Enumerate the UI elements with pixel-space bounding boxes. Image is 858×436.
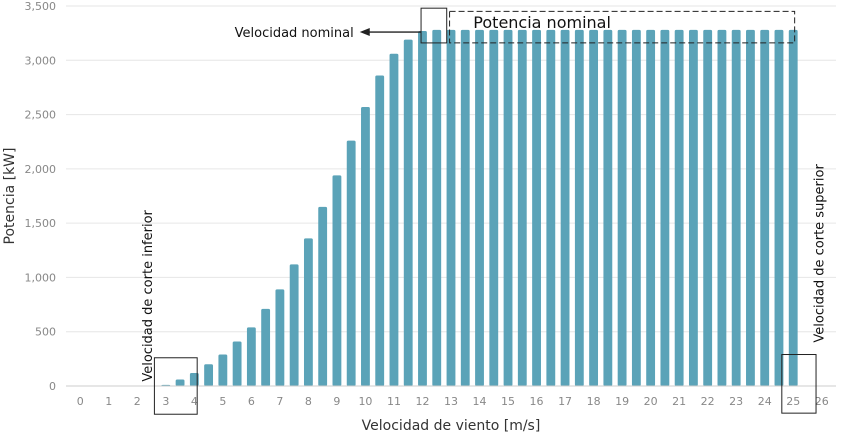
bar — [418, 30, 427, 386]
bar — [603, 29, 613, 387]
y-tick-label: 1,500 — [25, 217, 57, 230]
y-axis-title: Potencia [kW] — [2, 148, 18, 245]
x-tick-label: 10 — [358, 395, 372, 408]
bar — [646, 29, 656, 387]
rated-speed-box — [420, 7, 448, 44]
bar — [218, 354, 228, 386]
bar — [361, 106, 370, 386]
x-tick-label: 2 — [134, 395, 141, 408]
y-tick-label: 500 — [35, 326, 56, 339]
bar — [289, 264, 299, 386]
bar — [788, 29, 798, 387]
rated-power-box — [449, 10, 796, 44]
x-tick-label: 16 — [530, 395, 544, 408]
x-axis-title: Velocidad de viento [m/s] — [362, 418, 541, 434]
x-tick-label: 1 — [105, 395, 112, 408]
x-tick-label: 26 — [815, 395, 829, 408]
bar — [688, 29, 698, 387]
x-tick-label: 15 — [501, 395, 515, 408]
bar — [631, 29, 641, 387]
x-tick-label: 18 — [587, 395, 601, 408]
x-tick-labels: 0 1 2 3 4 5 6 7 8 9 10 11 12 13 14 15 16 17 18 19 20 21 22 23 24… — [77, 395, 829, 408]
annotations: Velocidad nominal Potencia nominal Veloc… — [141, 7, 827, 415]
bar — [475, 29, 484, 387]
cut-out-box — [781, 354, 817, 414]
bar — [703, 29, 713, 387]
y-tick-label: 0 — [49, 380, 56, 393]
bar — [546, 29, 556, 387]
bar — [532, 29, 541, 387]
bar — [503, 29, 513, 387]
x-tick-label: 11 — [387, 395, 401, 408]
x-tick-label: 12 — [415, 395, 429, 408]
bar — [560, 29, 570, 387]
bar — [318, 206, 328, 386]
bar — [232, 341, 242, 386]
bar — [746, 29, 755, 387]
x-tick-label: 23 — [729, 395, 743, 408]
y-tick-label: 1,000 — [25, 271, 57, 284]
x-tick-label: 21 — [672, 395, 686, 408]
bar — [460, 29, 470, 387]
bar — [303, 238, 313, 386]
x-tick-label: 22 — [701, 395, 715, 408]
arrow-head-icon — [359, 28, 370, 37]
bar — [446, 29, 456, 387]
x-tick-label: 20 — [644, 395, 658, 408]
cut-in-label: Velocidad de corte inferior — [141, 209, 156, 381]
x-tick-label: 4 — [191, 395, 198, 408]
x-tick-label: 17 — [558, 395, 572, 408]
bar — [175, 379, 185, 386]
bar — [717, 29, 727, 387]
bars — [161, 29, 798, 387]
x-tick-label: 19 — [615, 395, 629, 408]
bar — [617, 29, 627, 387]
x-tick-label: 25 — [786, 395, 800, 408]
bar — [375, 75, 385, 386]
bar — [332, 175, 342, 386]
x-tick-label: 13 — [444, 395, 458, 408]
bar — [389, 53, 399, 387]
x-tick-label: 5 — [219, 395, 226, 408]
bar — [275, 289, 285, 386]
x-tick-label: 8 — [305, 395, 312, 408]
bar — [674, 29, 684, 387]
x-tick-label: 9 — [333, 395, 340, 408]
y-tick-label: 2,500 — [25, 109, 57, 122]
bar — [403, 39, 413, 387]
x-tick-label: 0 — [77, 395, 84, 408]
bar — [774, 29, 784, 387]
bar — [489, 29, 499, 387]
x-tick-label: 6 — [248, 395, 255, 408]
bar — [660, 29, 670, 387]
bar — [731, 29, 741, 387]
rated-power-label: Potencia nominal — [473, 13, 611, 32]
bar — [346, 140, 356, 386]
cut-out-label: Velocidad de corte superior — [812, 164, 827, 343]
y-tick-label: 2,000 — [25, 163, 57, 176]
y-tick-label: 3,500 — [25, 0, 57, 13]
bar — [261, 308, 271, 386]
x-tick-label: 3 — [162, 395, 169, 408]
bar — [589, 29, 599, 387]
bar — [204, 364, 214, 386]
y-tick-label: 3,000 — [25, 54, 57, 67]
cut-in-box — [153, 357, 198, 415]
y-tick-labels: 0 500 1,000 1,500 2,000 2,500 3,000 3,500 — [25, 0, 57, 393]
x-tick-label: 24 — [758, 395, 772, 408]
bar — [432, 29, 442, 387]
bar — [517, 29, 527, 387]
rated-speed-label: Velocidad nominal — [235, 26, 354, 41]
x-tick-label: 7 — [276, 395, 283, 408]
bar — [574, 29, 584, 387]
bar — [189, 372, 199, 386]
bar — [760, 29, 770, 387]
bar — [246, 327, 256, 386]
x-tick-label: 14 — [473, 395, 487, 408]
